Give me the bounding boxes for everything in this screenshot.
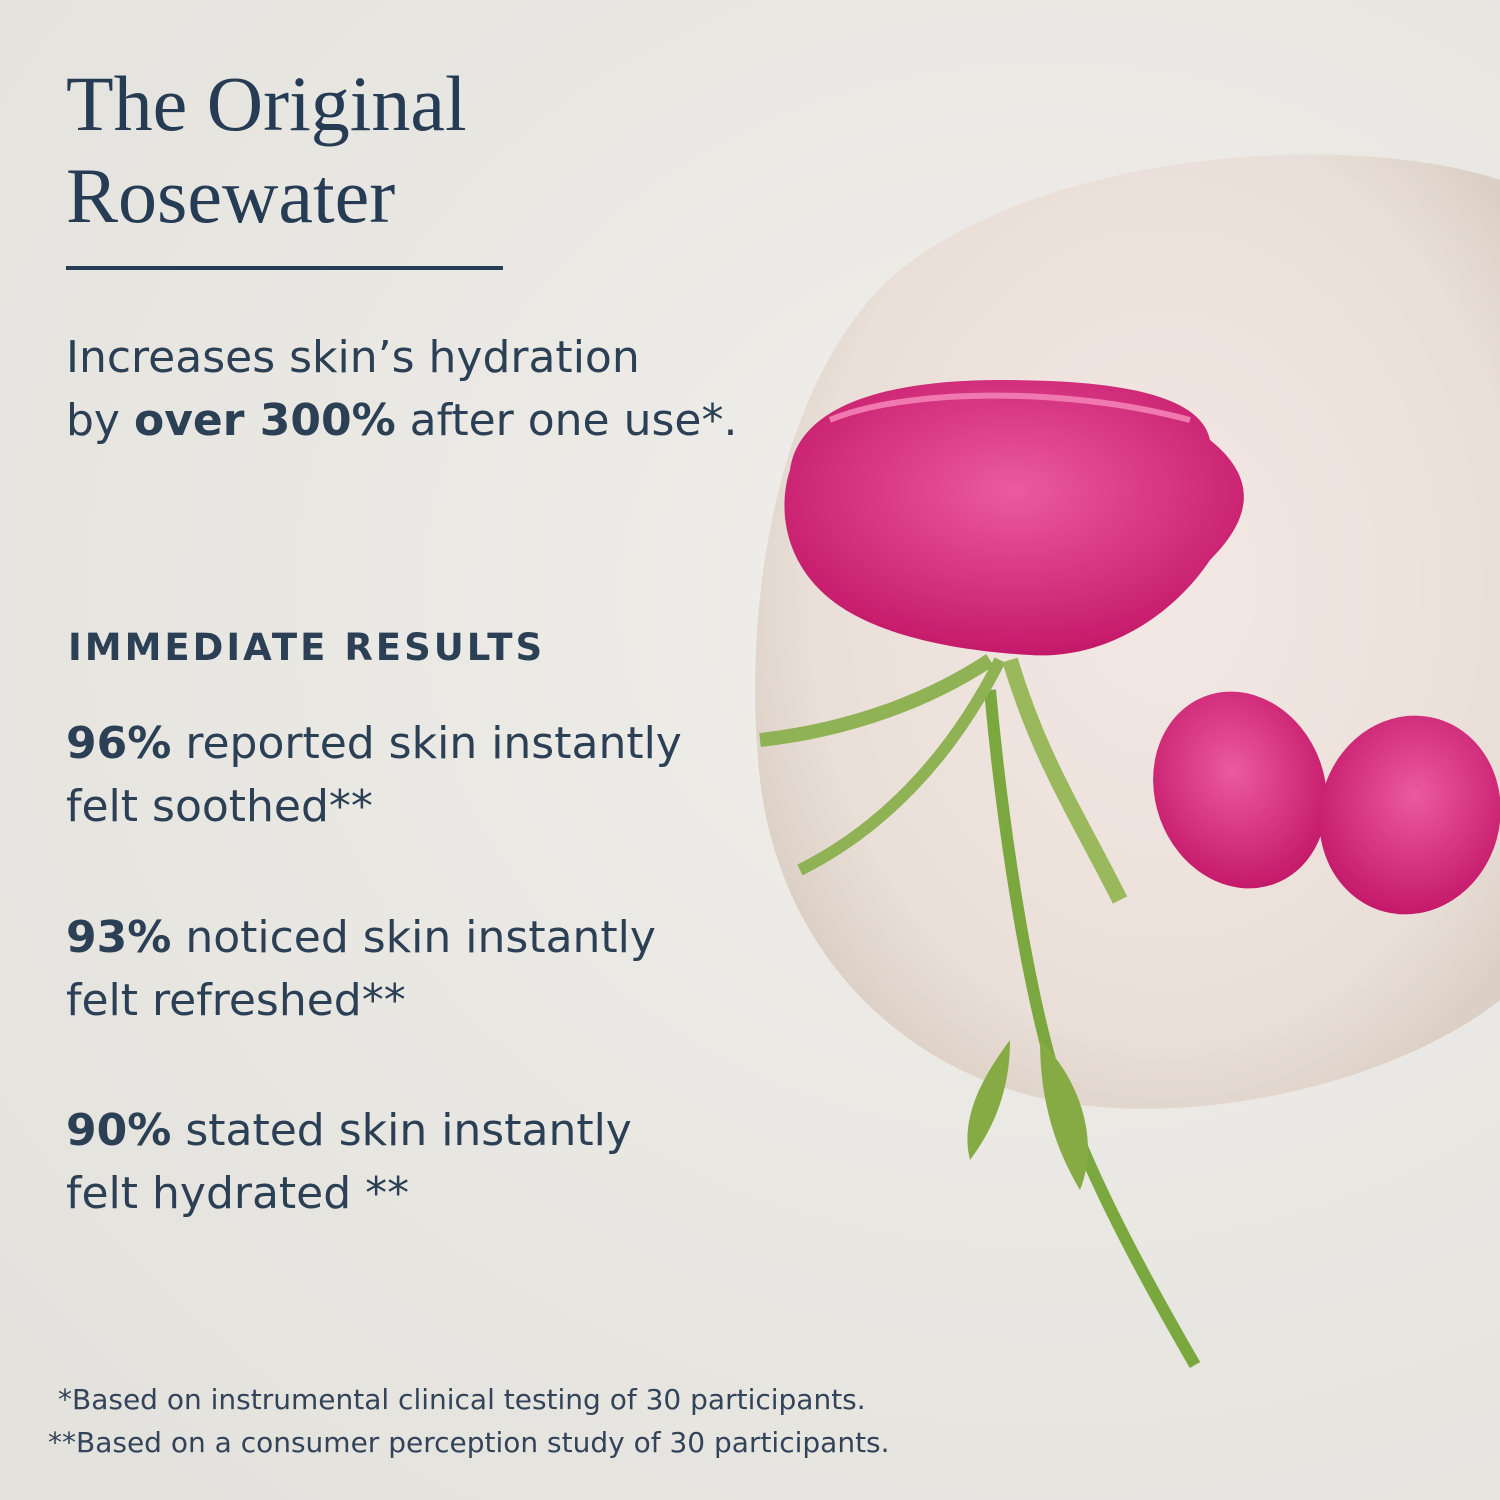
loose-petal [1319, 715, 1500, 915]
claim-line-1: Increases skin’s hydration [66, 332, 640, 383]
stat-item: 93% noticed skin instantly felt refreshe… [66, 906, 656, 1032]
section-heading: IMMEDIATE RESULTS [68, 626, 546, 669]
leaf [967, 1040, 1010, 1160]
sepal [797, 657, 1006, 876]
claim-highlight: over 300% [133, 395, 396, 446]
loose-petal [1153, 691, 1327, 889]
sepal [1002, 657, 1128, 904]
stat-item: 96% reported skin instantly felt soothed… [66, 712, 682, 838]
stat-text: felt hydrated ** [66, 1168, 410, 1219]
stat-text: felt refreshed** [66, 975, 406, 1026]
hydration-claim: Increases skin’s hydration by over 300% … [66, 326, 737, 452]
rose-bloom [784, 380, 1244, 656]
sepal [759, 654, 994, 747]
leaf [1040, 1040, 1088, 1190]
stat-percent: 96% [66, 718, 172, 769]
stat-text: felt soothed** [66, 781, 373, 832]
claim-prefix: by [66, 395, 134, 446]
title-line-2: Rosewater [66, 152, 396, 239]
stat-item: 90% stated skin instantly felt hydrated … [66, 1099, 632, 1225]
page-title: The Original Rosewater [66, 58, 467, 242]
claim-suffix: after one use*. [395, 395, 738, 446]
stat-text: reported skin instantly [171, 718, 682, 769]
stat-percent: 90% [66, 1105, 172, 1156]
stat-percent: 93% [66, 912, 172, 963]
title-divider [66, 266, 503, 270]
stat-text: stated skin instantly [171, 1105, 632, 1156]
title-line-1: The Original [66, 60, 467, 147]
footnote: *Based on instrumental clinical testing … [58, 1383, 866, 1416]
stat-text: noticed skin instantly [171, 912, 656, 963]
footnote: **Based on a consumer perception study o… [48, 1426, 890, 1459]
